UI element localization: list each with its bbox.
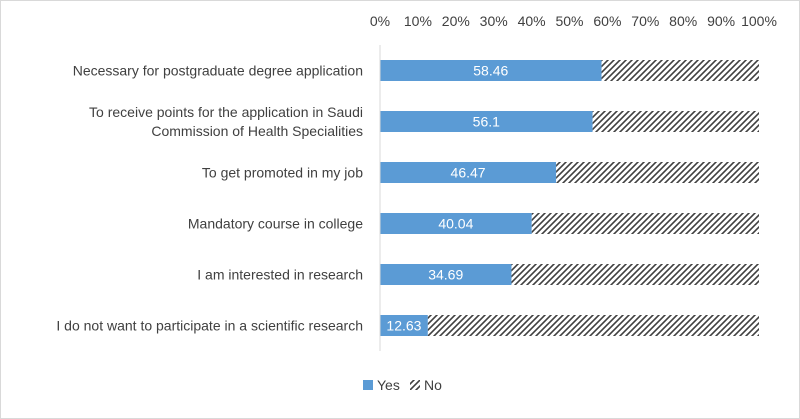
category-label: To receive points for the application in… <box>89 104 363 139</box>
x-tick-label: 50% <box>555 13 583 29</box>
bar-yes <box>380 111 593 132</box>
bar-no <box>427 315 759 336</box>
legend-swatch-no <box>410 380 420 390</box>
x-tick-label: 10% <box>404 13 432 29</box>
bar-yes <box>380 264 512 285</box>
x-tick-label: 80% <box>669 13 697 29</box>
x-tick-label: 0% <box>370 13 390 29</box>
category-label-line: I am interested in research <box>197 267 363 283</box>
category-label-line: To get promoted in my job <box>202 165 363 181</box>
x-tick-label: 70% <box>631 13 659 29</box>
legend-swatch-yes <box>363 380 373 390</box>
category-label: Necessary for postgraduate degree applic… <box>73 63 363 79</box>
category-label: Mandatory course in college <box>188 216 363 232</box>
data-label: 12.63 <box>386 318 421 334</box>
legend-label-no: No <box>424 377 442 393</box>
x-tick-label: 60% <box>593 13 621 29</box>
bar-no <box>531 213 759 234</box>
x-tick-label: 30% <box>480 13 508 29</box>
axis-layer: 0% 10% 20% 30% 40% 50% 60% 70% 80% 90% 100% <box>370 13 777 351</box>
data-label: 46.47 <box>451 165 486 181</box>
category-label-line: Mandatory course in college <box>188 216 363 232</box>
x-tick-label: 20% <box>442 13 470 29</box>
bar-no <box>556 162 759 183</box>
bar-yes <box>380 162 557 183</box>
legend: Yes No <box>363 377 442 393</box>
data-label: 40.04 <box>438 216 473 232</box>
data-label: 58.46 <box>473 63 508 79</box>
legend-label-yes: Yes <box>377 377 400 393</box>
x-tick-label: 40% <box>518 13 546 29</box>
bars-layer <box>380 60 759 336</box>
bar-no <box>511 264 759 285</box>
category-label-line: To receive points for the application in… <box>89 104 363 120</box>
category-label: To get promoted in my job <box>202 165 363 181</box>
data-label: 34.69 <box>428 267 463 283</box>
category-label-line: Commission of Health Specialities <box>151 123 363 139</box>
category-label: I am interested in research <box>197 267 363 283</box>
category-label-line: Necessary for postgraduate degree applic… <box>73 63 363 79</box>
x-tick-label: 100% <box>741 13 777 29</box>
data-label: 56.1 <box>473 114 500 130</box>
bar-no <box>592 111 759 132</box>
labels-layer: 58.46 Necessary for postgraduate degree a… <box>56 63 508 334</box>
category-label: I do not want to participate in a scient… <box>56 318 363 334</box>
bar-no <box>601 60 759 81</box>
bar-yes <box>380 315 428 336</box>
bar-yes <box>380 60 602 81</box>
category-label-line: I do not want to participate in a scient… <box>56 318 363 334</box>
x-tick-label: 90% <box>707 13 735 29</box>
bar-yes <box>380 213 532 234</box>
